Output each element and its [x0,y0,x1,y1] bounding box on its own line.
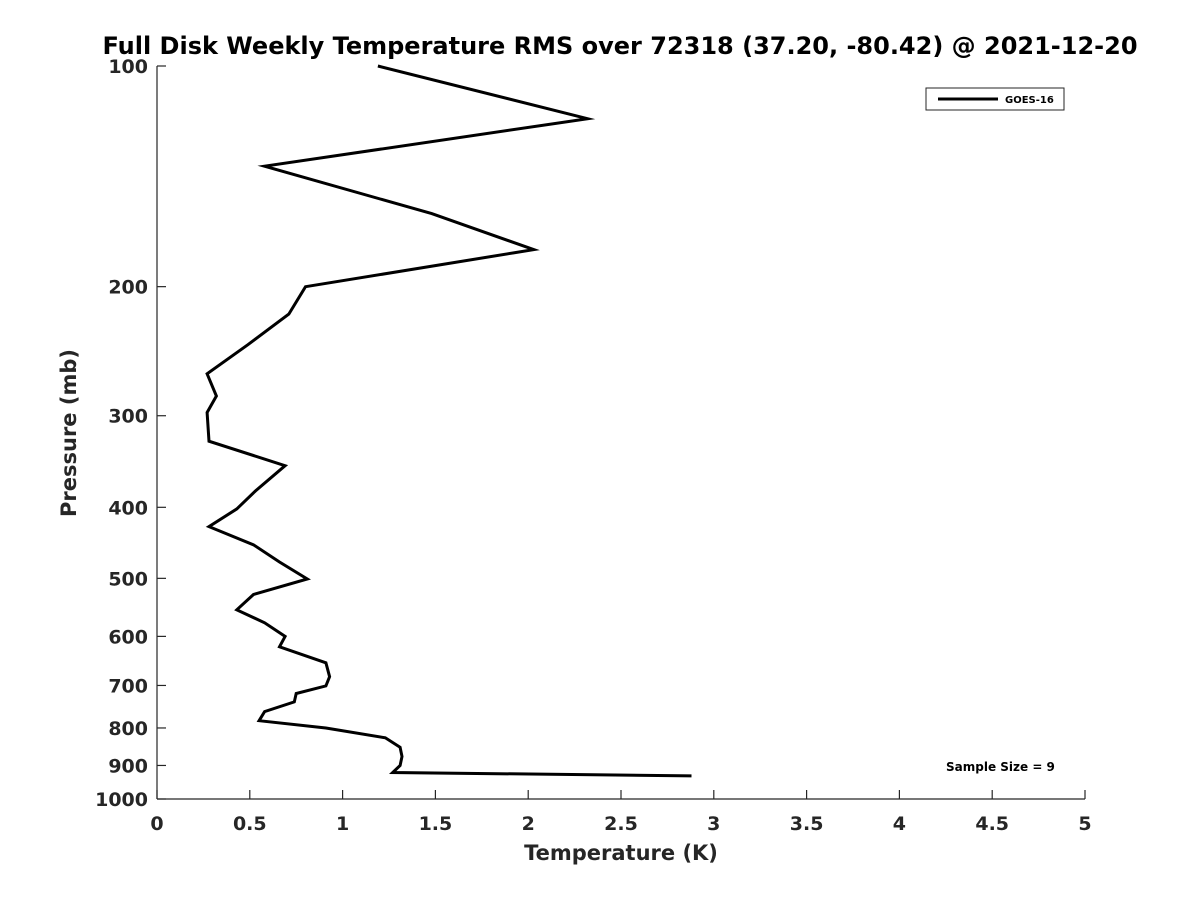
y-tick-label: 700 [108,675,148,697]
legend: GOES-16 [925,87,1065,111]
y-tick-label: 900 [108,755,148,777]
x-tick-label: 0.5 [233,813,267,835]
y-tick-label: 100 [108,56,148,78]
x-tick-label: 4 [893,813,906,835]
x-tick-label: 3.5 [790,813,824,835]
y-tick-label: 800 [108,718,148,740]
series-line-goes-16 [205,64,692,778]
x-axis-label: Temperature (K) [524,841,718,865]
x-tick-label: 4.5 [975,813,1009,835]
x-tick-label: 1 [336,813,349,835]
sample-size-annotation: Sample Size = 9 [946,760,1055,774]
series-lines [205,64,692,778]
x-tick-label: 1.5 [419,813,453,835]
y-tick-label: 1000 [95,789,148,811]
y-tick-label: 300 [108,406,148,428]
y-tick-label: 500 [108,568,148,590]
y-tick-label: 600 [108,626,148,648]
y-axis-label: Pressure (mb) [57,349,81,517]
legend-label-goes-16: GOES-16 [1005,95,1054,106]
y-tick-label: 200 [108,277,148,299]
y-tick-label: 400 [108,497,148,519]
x-tick-label: 0 [150,813,163,835]
x-axis-ticks: 0 0.5 1 1.5 2 2.5 3 3.5 4 4.5 5 [150,790,1092,835]
x-tick-label: 2 [522,813,535,835]
x-tick-label: 5 [1078,813,1091,835]
y-axis-ticks: 100 200 300 400 500 600 700 800 900 1000 [95,56,166,811]
chart-title: Full Disk Weekly Temperature RMS over 72… [102,32,1137,60]
x-tick-label: 3 [707,813,720,835]
x-tick-label: 2.5 [604,813,638,835]
